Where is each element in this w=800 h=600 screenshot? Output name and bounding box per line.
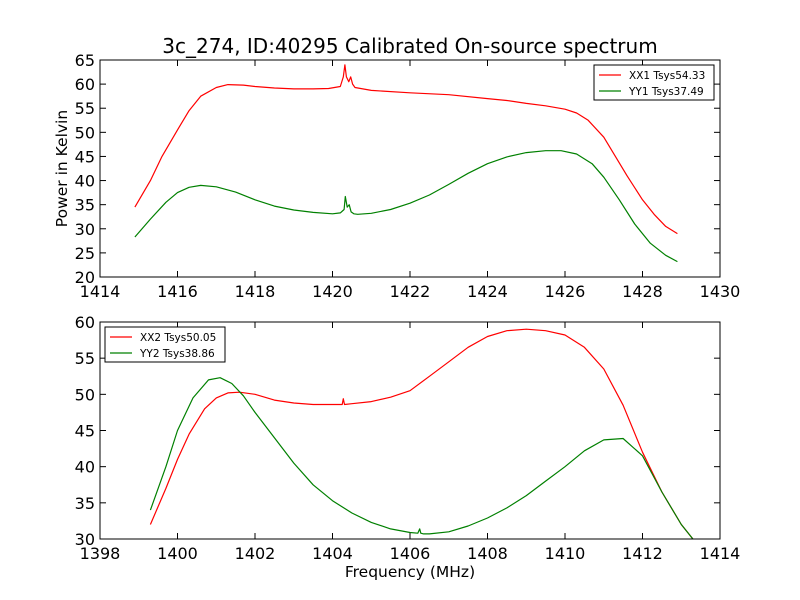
x-tick-label: 1424 bbox=[467, 282, 508, 301]
y-tick-label: 20 bbox=[75, 268, 95, 287]
series-line-yy2 bbox=[149, 377, 694, 540]
x-tick-label: 1428 bbox=[622, 282, 663, 301]
bottom-plot: 1398 1400 1402 1404 1406 1408 1410 1412 1414 30 35… bbox=[75, 313, 741, 581]
y-tick-label: 45 bbox=[75, 147, 95, 166]
x-tick-label: 1404 bbox=[312, 544, 353, 563]
y-axis-label: Power in Kelvin bbox=[53, 110, 71, 227]
y-tick-label: 65 bbox=[75, 51, 95, 70]
x-tick-label: 1402 bbox=[235, 544, 276, 563]
x-tick-label: 1414 bbox=[80, 282, 121, 301]
top-plot: 1414 1416 1418 1420 1422 1424 1426 1428 1430 20 25… bbox=[53, 51, 740, 301]
x-tick-label: 1430 bbox=[700, 282, 741, 301]
series-line-xx2 bbox=[149, 328, 694, 540]
series-line-yy1 bbox=[134, 150, 678, 263]
y-tick-label: 35 bbox=[75, 196, 95, 215]
y-tick-label: 25 bbox=[75, 244, 95, 263]
legend-box bbox=[593, 64, 715, 101]
x-axis-label: Frequency (MHz) bbox=[345, 563, 475, 581]
x-tick-label: 1410 bbox=[545, 544, 586, 563]
x-tick-label: 1400 bbox=[157, 544, 198, 563]
y-tick-label: 60 bbox=[75, 75, 95, 94]
y-tick-label: 50 bbox=[75, 385, 95, 404]
x-tick-label: 1398 bbox=[80, 544, 121, 563]
y-tick-label: 40 bbox=[75, 172, 95, 191]
y-tick-label: 55 bbox=[75, 349, 95, 368]
x-tick-label: 1422 bbox=[390, 282, 431, 301]
legend-entry-label: XX2 Tsys50.05 bbox=[140, 332, 216, 344]
x-tick-label: 1426 bbox=[545, 282, 586, 301]
x-tick-label: 1406 bbox=[390, 544, 431, 563]
legend-entry-label: YY1 Tsys37.49 bbox=[628, 86, 704, 98]
legend: XX2 Tsys50.05 YY2 Tsys38.86 bbox=[104, 326, 226, 363]
x-tick-label: 1414 bbox=[700, 544, 741, 563]
legend-entry-label: YY2 Tsys38.86 bbox=[139, 348, 215, 360]
y-tick-label: 30 bbox=[75, 530, 95, 549]
x-tick-label: 1412 bbox=[622, 544, 663, 563]
series-line-xx1 bbox=[134, 64, 678, 235]
y-tick-label: 45 bbox=[75, 422, 95, 441]
y-tick-label: 50 bbox=[75, 123, 95, 142]
y-tick-label: 40 bbox=[75, 458, 95, 477]
chart-title: 3c_274, ID:40295 Calibrated On-source sp… bbox=[162, 34, 657, 58]
y-tick-label: 55 bbox=[75, 99, 95, 118]
legend-box bbox=[104, 326, 226, 363]
legend-entry-label: XX1 Tsys54.33 bbox=[629, 70, 705, 82]
x-tick-label: 1420 bbox=[312, 282, 353, 301]
y-tick-label: 60 bbox=[75, 313, 95, 332]
legend: XX1 Tsys54.33 YY1 Tsys37.49 bbox=[593, 64, 715, 101]
y-tick-label: 35 bbox=[75, 494, 95, 513]
x-tick-label: 1416 bbox=[157, 282, 198, 301]
x-tick-label: 1418 bbox=[235, 282, 276, 301]
y-tick-label: 30 bbox=[75, 220, 95, 239]
x-tick-label: 1408 bbox=[467, 544, 508, 563]
